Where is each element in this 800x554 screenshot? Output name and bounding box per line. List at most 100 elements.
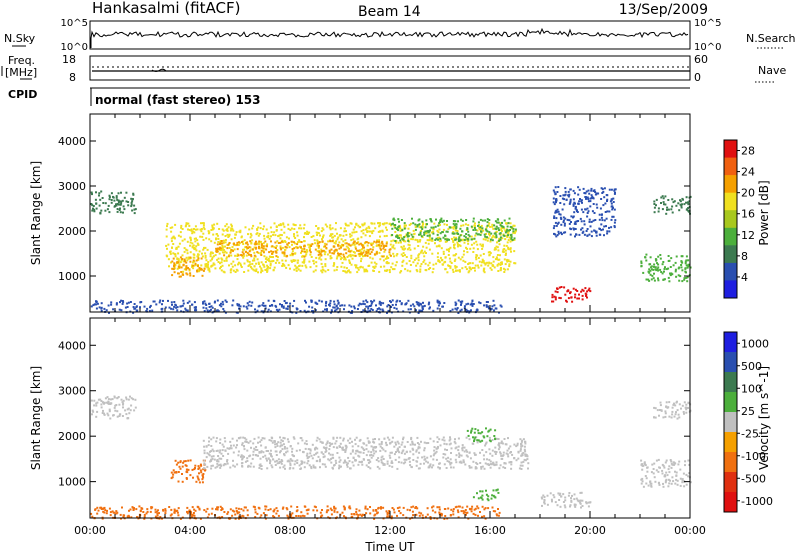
- nave-tick-min: 0: [694, 71, 701, 84]
- velocity-colorbar-label: Velocity [m s^-1]: [757, 366, 771, 470]
- echo-region: [215, 240, 392, 258]
- colorbar-tick-label: 25: [741, 405, 755, 418]
- nsky-label: N.Sky: [4, 32, 36, 45]
- nsearch-tick-min: 10^0: [694, 42, 721, 53]
- echo-region: [540, 491, 592, 509]
- colorbar-swatch: [724, 352, 737, 373]
- echo-region: [653, 400, 692, 420]
- colorbar-swatch: [724, 492, 737, 513]
- freq-excursion: [151, 68, 167, 72]
- colorbar-tick-label: 4: [741, 271, 748, 284]
- colorbar-swatch: [724, 262, 737, 281]
- echo-region: [640, 458, 692, 488]
- ytick-label: 3000: [58, 385, 86, 398]
- echo-region: [90, 190, 137, 215]
- echo-region: [551, 286, 592, 303]
- velocity-colorbar: Velocity [m s^-1] 1000 500 100 25 -25 -100 -50…: [723, 331, 773, 513]
- velocity-xticks: 00:00 04:00 08:00 12:00 16:00 20:00 00:00: [74, 318, 706, 537]
- xtick-label: 08:00: [274, 524, 306, 537]
- colorbar-tick-label: 12: [741, 229, 755, 242]
- colorbar-swatch: [724, 332, 737, 353]
- colorbar-swatch: [724, 432, 737, 453]
- freq-tick-max: 18: [62, 53, 76, 66]
- colorbar-tick-label: 500: [741, 360, 762, 373]
- echo-region: [170, 459, 207, 484]
- xtick-label: 00:00: [74, 524, 106, 537]
- echo-region: [171, 256, 206, 278]
- cpid-row: CPID normal (fast stereo) 153: [8, 87, 690, 107]
- nave-tick-max: 60: [694, 53, 708, 66]
- freq-tick-min: 8: [69, 71, 76, 84]
- ytick-label: 4000: [58, 135, 86, 148]
- colorbar-tick-label: -500: [741, 472, 766, 485]
- colorbar-tick-label: 8: [741, 250, 748, 263]
- nave-label: Nave: [758, 64, 786, 77]
- freq-panel: Freq. [MHz] 18 8 60 0 Nave: [1, 53, 786, 84]
- nsearch-label: N.Search: [746, 32, 796, 45]
- ytick-label: 2000: [58, 430, 86, 443]
- power-colorbar: Power [dB] 4 8 12 16 20 24 28: [723, 139, 771, 299]
- nsearch-tick-max: 10^5: [694, 18, 721, 29]
- echo-region: [653, 195, 692, 215]
- power-echoes: [90, 186, 692, 314]
- colorbar-swatch: [724, 280, 737, 299]
- velocity-ylabel: Slant Range [km]: [29, 366, 43, 470]
- echo-region: [552, 186, 617, 238]
- power-colorbar-label: Power [dB]: [757, 180, 771, 245]
- freq-frame: [89, 55, 691, 81]
- echo-region: [202, 436, 530, 470]
- colorbar-tick-label: 28: [741, 145, 755, 158]
- freq-label-2: [MHz]: [5, 66, 37, 79]
- cpid-label: CPID: [8, 88, 37, 101]
- xtick-label: 20:00: [574, 524, 606, 537]
- colorbar-tick-label: 100: [741, 382, 762, 395]
- nsky-trace: [90, 27, 689, 48]
- colorbar-tick-label: -1000: [741, 495, 773, 508]
- echo-region: [390, 217, 517, 242]
- colorbar-swatch: [724, 472, 737, 493]
- xtick-label: 04:00: [174, 524, 206, 537]
- velocity-frame: [89, 317, 691, 519]
- nsky-tick-max: 10^5: [61, 18, 88, 29]
- power-panel: 1000 2000 3000 4000 Slant Range [km]: [29, 113, 692, 314]
- echo-region: [90, 395, 137, 420]
- xtick-label: 00:00: [674, 524, 706, 537]
- echo-region: [472, 488, 500, 502]
- nsky-panel: N.Sky 10^5 10^0 10^5 10^0 N.Search: [4, 18, 796, 53]
- ytick-label: 2000: [58, 225, 86, 238]
- ytick-label: 1000: [58, 270, 86, 283]
- colorbar-swatch: [724, 175, 737, 194]
- echo-region: [90, 505, 501, 520]
- velocity-echoes: [90, 395, 692, 520]
- colorbar-swatch: [724, 227, 737, 246]
- power-frame: [89, 113, 691, 313]
- nsky-frame: [89, 20, 691, 50]
- echo-region: [640, 253, 692, 283]
- colorbar-tick-label: 16: [741, 208, 755, 221]
- ytick-label: 1000: [58, 476, 86, 489]
- colorbar-swatch: [724, 140, 737, 159]
- colorbar-frame: [723, 331, 738, 513]
- nsky-tick-min: 10^0: [61, 42, 88, 53]
- power-xticks: [89, 114, 691, 312]
- colorbar-swatch: [724, 245, 737, 264]
- colorbar-tick-label: 24: [741, 166, 755, 179]
- power-ylabel: Slant Range [km]: [29, 161, 43, 265]
- colorbar-swatch: [724, 157, 737, 176]
- colorbar-frame: [723, 139, 738, 299]
- colorbar-tick-label: 1000: [741, 337, 769, 350]
- colorbar-swatch: [724, 372, 737, 393]
- colorbar-swatch: [724, 392, 737, 413]
- date-title: 13/Sep/2009: [619, 2, 708, 18]
- colorbar-tick-label: -100: [741, 450, 766, 463]
- colorbar-swatch: [724, 210, 737, 229]
- colorbar-swatch: [724, 192, 737, 211]
- echo-region: [90, 299, 503, 314]
- colorbar-swatch: [724, 412, 737, 433]
- freq-label-1: Freq.: [8, 54, 35, 67]
- colorbar-tick-label: 20: [741, 187, 755, 200]
- colorbar-swatch: [724, 452, 737, 473]
- ytick-label: 4000: [58, 339, 86, 352]
- velocity-yticks: 1000 2000 3000 4000: [58, 339, 690, 489]
